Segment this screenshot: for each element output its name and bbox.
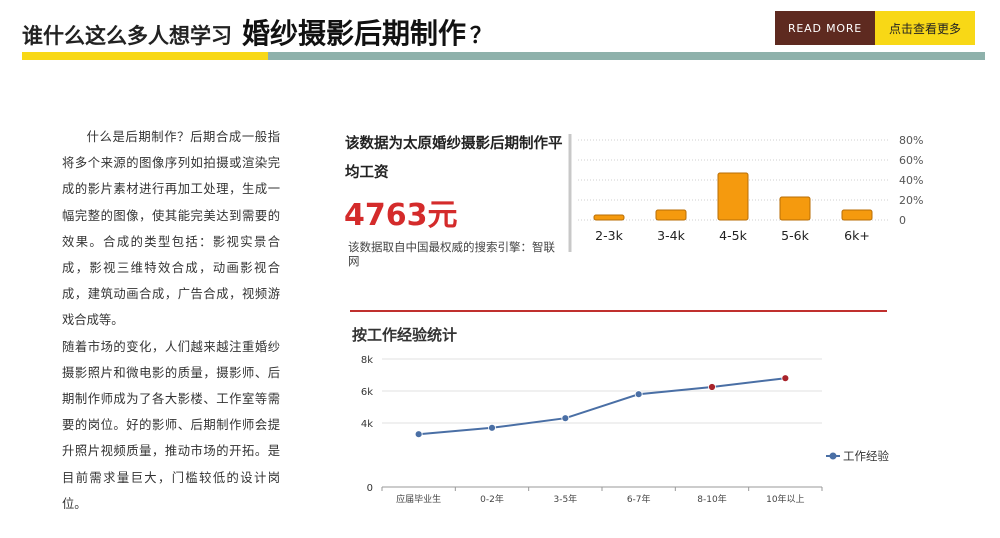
x-tick-label: 8-10年	[697, 493, 726, 505]
bar-6k+	[841, 209, 873, 221]
y-tick-label: 6k	[361, 387, 373, 398]
page-title: 谁什么这么多人想学习 婚纱摄影后期制作 ？	[22, 12, 492, 52]
y-tick-label: 4k	[361, 419, 373, 430]
header-underline-teal	[268, 52, 985, 60]
description-text: 什么是后期制作？后期合成一般指将多个来源的图像序列如拍摄或渲染完成的影片素材进行…	[62, 124, 280, 517]
y-tick-label: 0	[899, 214, 906, 227]
x-tick-label: 4-5k	[719, 228, 747, 243]
title-main: 婚纱摄影后期制作	[242, 17, 467, 50]
bar-4-5k	[717, 172, 749, 221]
y-tick-label: 60%	[899, 154, 923, 167]
y-tick-label: 8k	[361, 355, 373, 366]
data-point	[634, 390, 643, 399]
read-more-button[interactable]: READ MORE	[775, 11, 875, 45]
y-tick-label: 0	[367, 483, 373, 494]
data-point	[561, 414, 570, 423]
x-tick-label: 3-5年	[553, 493, 577, 505]
x-tick-label: 3-4k	[657, 228, 685, 243]
salary-source: 该数据取自中国最权威的搜索引擎：智联网	[348, 240, 555, 268]
x-tick-label: 6k+	[844, 228, 870, 243]
data-point	[708, 383, 716, 391]
x-tick-label: 5-6k	[781, 228, 809, 243]
title-prefix: 谁什么这么多人想学习	[22, 24, 232, 48]
view-more-button[interactable]: 点击查看更多	[875, 11, 975, 45]
data-point	[781, 374, 790, 383]
experience-chart: 按工作经验统计 0 4k 6k 8k 应届毕业生 0-2年 3-5年 6-7年 8-10年 10年以…	[352, 326, 889, 505]
x-tick-label: 0-2年	[480, 493, 504, 505]
x-tick-label: 2-3k	[595, 228, 623, 243]
data-point	[488, 423, 496, 432]
x-tick-label: 10年以上	[766, 493, 804, 505]
salary-value: 4763元	[344, 198, 458, 233]
description-paragraph-2: 随着市场的变化，人们越来越注重婚纱摄影照片和微电影的质量，摄影师、后期制作师成为…	[62, 339, 280, 511]
bar-5-6k	[779, 196, 811, 221]
legend-label: 工作经验	[843, 449, 889, 463]
y-tick-label: 40%	[899, 174, 923, 187]
bar-3-4k	[655, 209, 687, 221]
description-paragraph-1: 什么是后期制作？后期合成一般指将多个来源的图像序列如拍摄或渲染完成的影片素材进行…	[62, 130, 280, 328]
series-line-工作经验	[418, 377, 786, 436]
line-chart-title: 按工作经验统计	[352, 326, 457, 344]
x-tick-label: 6-7年	[627, 493, 651, 505]
section-divider	[350, 310, 887, 312]
data-point	[414, 430, 423, 439]
x-tick-label: 应届毕业生	[396, 493, 441, 505]
salary-distribution-chart: 0 20% 40% 60% 80% 2-3k 3-4k 4-5k 5-6k 6k+	[568, 134, 923, 252]
bar-2-3k	[593, 214, 625, 221]
header-underline-yellow	[22, 52, 268, 60]
y-tick-label: 80%	[899, 134, 923, 147]
legend-marker	[829, 452, 837, 460]
salary-title: 该数据为太原婚纱摄影后期制作平均工资	[345, 136, 563, 181]
title-suffix: ？	[470, 24, 493, 49]
y-tick-label: 20%	[899, 194, 923, 207]
